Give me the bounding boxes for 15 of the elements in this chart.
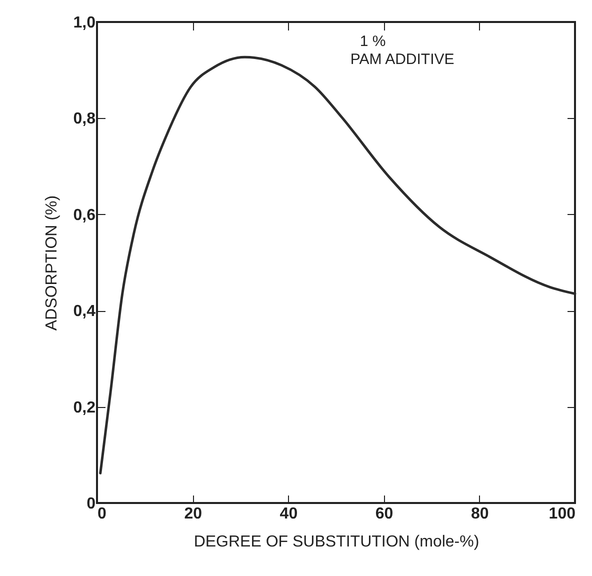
- x-axis-title: DEGREE OF SUBSTITUTION (mole-%): [194, 534, 480, 550]
- x-tick-label: 80: [471, 506, 489, 522]
- x-tick-label: 100: [548, 506, 576, 522]
- x-tick-label: 60: [375, 506, 394, 522]
- annotation: PAM ADDITIVE: [350, 51, 454, 68]
- y-tick-label: 0,6: [73, 206, 96, 224]
- y-tick-label: 0,2: [73, 399, 96, 416]
- x-tick-label: 40: [280, 506, 298, 522]
- x-tick-label: 0: [98, 506, 106, 522]
- x-tick-label: 20: [184, 506, 202, 522]
- annotation: 1 %: [360, 33, 386, 50]
- y-tick-label: 0,8: [73, 110, 96, 128]
- y-axis-title: ADSORPTION (%): [43, 195, 60, 331]
- y-tick-label: 0,4: [73, 303, 96, 320]
- y-tick-label: 1,0: [73, 14, 96, 32]
